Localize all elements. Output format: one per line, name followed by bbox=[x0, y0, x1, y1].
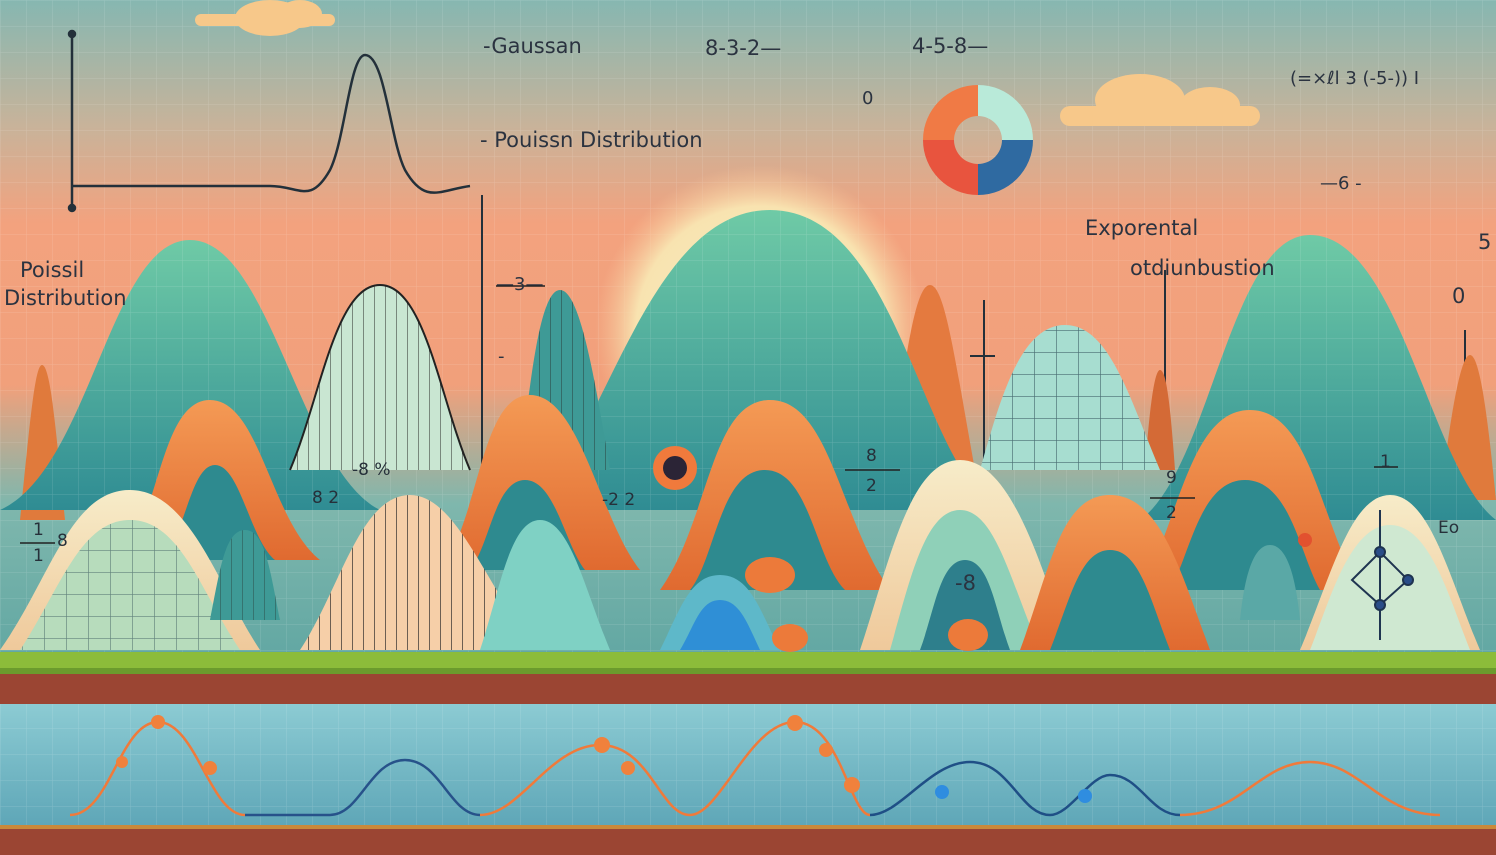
label-gaussian: -Gaussan bbox=[483, 34, 582, 58]
label-sequence-a: 8-3-2— bbox=[705, 36, 782, 60]
front-hills bbox=[0, 460, 1480, 650]
label-sequence-b: 4-5-8— bbox=[912, 34, 989, 58]
grid-bell bbox=[980, 325, 1160, 470]
label-eight-two: 8 2 bbox=[312, 488, 340, 508]
striped-bell-back bbox=[289, 283, 471, 471]
label-minus-three: —3— bbox=[496, 274, 544, 295]
fraction-left-numerator: 1 bbox=[33, 520, 44, 540]
fraction-b-numerator: 9 bbox=[1166, 468, 1177, 488]
label-eo: Eo bbox=[1438, 518, 1460, 538]
label-distribution-right: otdiunbustion bbox=[1130, 256, 1275, 280]
teal-hills-back bbox=[0, 210, 1496, 520]
label-formula: (=×ℓl 3 (-5-)) Ⅰ bbox=[1290, 68, 1420, 89]
bottom-wave-panel bbox=[0, 704, 1496, 855]
label-zero-right: 0 bbox=[1452, 284, 1466, 308]
diamond-network bbox=[1350, 510, 1414, 640]
fraction-a-numerator: 8 bbox=[866, 446, 877, 466]
fraction-a-denominator: 2 bbox=[866, 476, 877, 496]
fraction-b-denominator: 2 bbox=[1166, 503, 1177, 523]
donut-chart bbox=[923, 85, 1033, 195]
label-minus-twenty-two: -2 2 bbox=[602, 490, 636, 510]
gaussian-curve-chart bbox=[67, 29, 471, 213]
label-dash-six: —6 - bbox=[1320, 173, 1362, 194]
cloud-right bbox=[1060, 74, 1260, 126]
fraction-left-side: 8 bbox=[57, 531, 68, 551]
orange-blobs bbox=[745, 533, 1312, 652]
label-poisson-left-2: Distribution bbox=[4, 286, 127, 310]
label-dash: - bbox=[498, 346, 505, 367]
ground-platform bbox=[0, 652, 1496, 704]
label-percent: -8 % bbox=[352, 460, 391, 480]
label-minus-eight: -8 bbox=[955, 571, 976, 595]
orange-ring bbox=[653, 446, 697, 490]
label-exponential: Exporental bbox=[1085, 216, 1199, 240]
label-poisson-distribution: - Pouissn Distribution bbox=[480, 128, 703, 152]
wave-points bbox=[116, 715, 1092, 803]
label-one-right: 1 bbox=[1380, 452, 1391, 472]
label-five: 5 bbox=[1478, 230, 1492, 254]
fraction-left-denominator: 1 bbox=[33, 546, 44, 566]
cloud-top bbox=[195, 0, 335, 36]
fraction-marks bbox=[20, 285, 1398, 544]
label-poisson-left-1: Poissil bbox=[20, 258, 85, 282]
label-zero-top: 0 bbox=[862, 88, 874, 109]
